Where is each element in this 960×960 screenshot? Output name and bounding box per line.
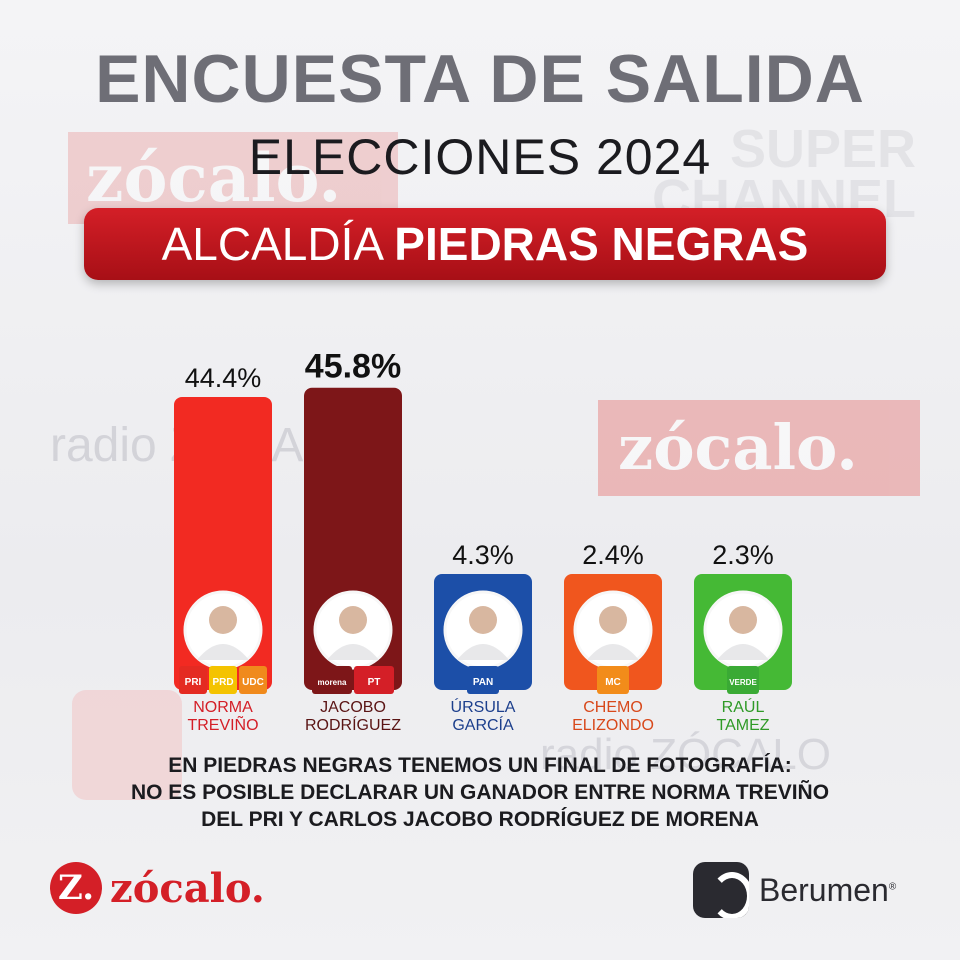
category-label-1-line-2: TREVIÑO (187, 714, 258, 734)
value-label-4: 2.4% (582, 540, 644, 570)
candidate-photo-body-3 (457, 644, 509, 660)
party-badge-label-4-1: MC (605, 677, 621, 688)
category-label-5-line-2: TAMEZ (716, 717, 769, 734)
category-label-2-line-1: JACOBO (320, 699, 386, 716)
party-badge-1-1 (179, 666, 207, 694)
party-badge-2-1 (312, 666, 352, 694)
banner-prefix: ALCALDÍA (161, 218, 382, 270)
party-badge-3-1 (467, 666, 499, 694)
party-badge-label-1-3: UDC (242, 677, 264, 688)
candidate-photo-head-3 (469, 606, 497, 634)
candidate-photo-body-4 (587, 644, 639, 660)
zocalo-logo-word: zócalo. (110, 864, 265, 912)
result-note: EN PIEDRAS NEGRAS TENEMOS UN FINAL DE FO… (0, 752, 960, 833)
category-label-4-line-2: ELIZONDO (572, 717, 654, 734)
category-label-4-line-1: CHEMO (583, 699, 643, 716)
party-badge-2-2 (354, 666, 394, 694)
candidate-photo-head-2 (339, 606, 367, 634)
party-badge-1-3 (239, 666, 267, 694)
berumen-logo: Berumen® (693, 862, 896, 918)
party-badge-label-2-1: morena (318, 678, 347, 687)
value-label-1: 44.4% (185, 363, 262, 393)
candidate-photo-body-2 (327, 644, 379, 660)
category-label-2-line-2: RODRÍGUEZ (305, 715, 401, 734)
candidate-photo-body-5 (717, 644, 769, 660)
party-badge-1-2 (209, 666, 237, 694)
value-label-3: 4.3% (452, 540, 514, 570)
category-label-3-line-2: GARCÍA (452, 715, 514, 734)
zocalo-logo-icon: Z. (50, 862, 102, 914)
page-subtitle: ELECCIONES 2024 (248, 129, 712, 185)
category-label-1-line-1: NORMA (193, 699, 253, 716)
party-badge-label-1-1: PRI (185, 677, 202, 688)
value-label-2: 45.8% (305, 348, 401, 386)
result-note-line-2: NO ES POSIBLE DECLARAR UN GANADOR ENTRE … (130, 781, 830, 804)
candidate-photo-head-4 (599, 606, 627, 634)
party-badge-5-1 (727, 666, 759, 694)
banner-place: PIEDRAS NEGRAS (394, 218, 809, 270)
party-badge-4-1 (597, 666, 629, 694)
category-label-5-line-1: RAÚL (722, 697, 765, 716)
page-title: ENCUESTA DE SALIDA (95, 41, 865, 117)
candidate-photo-head-1 (209, 606, 237, 634)
category-label-3-line-1: ÚRSULA (451, 697, 516, 716)
party-badge-label-2-2: PT (368, 677, 381, 688)
municipality-banner: ALCALDÍA PIEDRAS NEGRAS (84, 208, 886, 280)
party-badge-label-5-1: VERDE (729, 678, 757, 687)
candidate-photo-body-1 (197, 644, 249, 660)
candidate-photo-head-5 (729, 606, 757, 634)
value-label-5: 2.3% (712, 540, 774, 570)
zocalo-logo: Z. zócalo. (50, 862, 265, 914)
party-badge-label-1-2: PRD (212, 677, 233, 688)
berumen-logo-word: Berumen® (759, 871, 897, 908)
berumen-logo-icon (693, 862, 749, 918)
result-note-line-1: EN PIEDRAS NEGRAS TENEMOS UN FINAL DE FO… (168, 754, 792, 777)
party-badge-label-3-1: PAN (473, 677, 493, 688)
result-note-line-3: DEL PRI Y CARLOS JACOBO RODRÍGUEZ DE MOR… (201, 808, 759, 831)
